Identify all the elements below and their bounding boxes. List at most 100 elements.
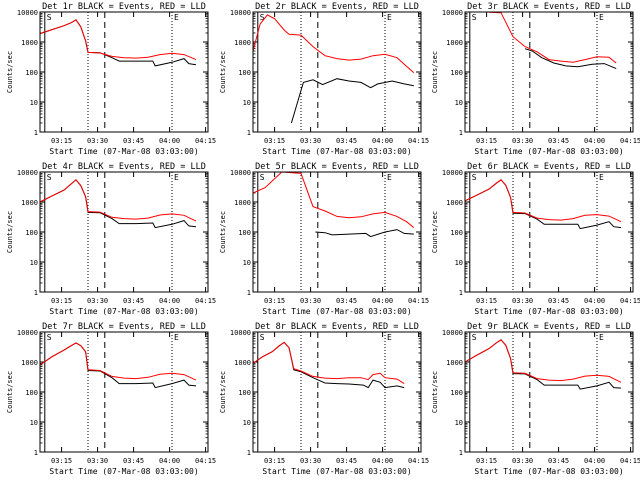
panel-title: Det 6r BLACK = Events, RED = LLD — [467, 162, 631, 172]
y-tick-label: 10000 — [17, 9, 38, 17]
x-tick-label: 03:15 — [476, 457, 497, 465]
y-tick-label: 10 — [243, 99, 251, 107]
x-tick-label: 04:00 — [372, 137, 393, 145]
x-axis-label: Start Time (07-Mar-08 03:03:00) — [262, 467, 411, 476]
end-marker: E — [174, 13, 179, 22]
x-tick-label: 04:15 — [408, 297, 429, 305]
x-axis-label: Start Time (07-Mar-08 03:03:00) — [262, 307, 411, 316]
y-axis-label: Counts/sec — [431, 51, 439, 93]
start-marker: S — [47, 173, 52, 182]
lld-series-line — [252, 171, 415, 228]
y-tick-label: 10 — [30, 419, 38, 427]
panel-det-7: Det 7r BLACK = Events, RED = LLD Counts/s… — [6, 322, 216, 476]
y-tick-label: 10000 — [17, 329, 38, 337]
start-marker: S — [472, 13, 477, 22]
y-tick-label: 10 — [243, 259, 251, 267]
y-tick-label: 1000 — [21, 359, 38, 367]
x-tick-label: 03:45 — [336, 457, 357, 465]
x-tick-label: 03:15 — [476, 137, 497, 145]
panel-det-8: Det 8r BLACK = Events, RED = LLD Counts/s… — [219, 322, 429, 476]
x-tick-label: 03:15 — [264, 297, 285, 305]
x-tick-label: 03:45 — [123, 297, 144, 305]
y-axis-label: Counts/sec — [6, 211, 14, 253]
plot-frame — [464, 331, 634, 453]
y-tick-label: 10000 — [442, 169, 463, 177]
events-series-line — [464, 339, 622, 390]
y-tick-label: 1 — [459, 289, 463, 297]
lld-series-line — [252, 341, 405, 385]
y-tick-label: 10000 — [230, 169, 251, 177]
y-tick-label: 1 — [34, 289, 38, 297]
y-axis-label: Counts/sec — [219, 211, 227, 253]
panel-det-2: Det 2r BLACK = Events, RED = LLD Counts/s… — [219, 2, 429, 156]
y-tick-label: 10000 — [442, 9, 463, 17]
plot-frame — [464, 171, 634, 293]
x-tick-label: 03:15 — [51, 137, 72, 145]
x-tick-label: 04:15 — [195, 457, 216, 465]
panel-det-1: Det 1r BLACK = Events, RED = LLD Counts/s… — [6, 2, 216, 156]
y-tick-label: 1 — [247, 289, 251, 297]
x-tick-label: 04:00 — [372, 297, 393, 305]
end-marker: E — [387, 173, 392, 182]
y-tick-label: 100 — [25, 229, 38, 237]
x-tick-label: 03:30 — [300, 457, 321, 465]
lld-series-line — [252, 14, 415, 74]
lld-series-line — [39, 342, 197, 381]
end-marker: E — [174, 173, 179, 182]
y-tick-label: 10 — [30, 259, 38, 267]
x-tick-label: 04:00 — [584, 297, 605, 305]
lld-series-line — [39, 179, 197, 222]
start-marker: S — [472, 173, 477, 182]
y-axis-label: Counts/sec — [6, 371, 14, 413]
panel-title: Det 4r BLACK = Events, RED = LLD — [42, 162, 206, 172]
x-axis-label: Start Time (07-Mar-08 03:03:00) — [474, 467, 623, 476]
panel-title: Det 7r BLACK = Events, RED = LLD — [42, 322, 206, 332]
y-axis-label: Counts/sec — [219, 51, 227, 93]
lld-series-line — [488, 11, 617, 64]
x-tick-label: 04:15 — [408, 137, 429, 145]
y-tick-label: 1 — [247, 449, 251, 457]
y-tick-label: 1 — [459, 129, 463, 137]
x-tick-label: 03:30 — [87, 137, 108, 145]
lld-series-line — [39, 19, 197, 61]
y-tick-label: 1 — [34, 129, 38, 137]
y-tick-label: 10000 — [442, 329, 463, 337]
x-tick-label: 03:15 — [264, 457, 285, 465]
y-tick-label: 10000 — [17, 169, 38, 177]
panel-title: Det 5r BLACK = Events, RED = LLD — [255, 162, 419, 172]
panel-title: Det 8r BLACK = Events, RED = LLD — [255, 322, 419, 332]
start-marker: S — [260, 173, 265, 182]
x-tick-label: 04:00 — [159, 457, 180, 465]
events-series-line — [39, 179, 197, 229]
start-marker: S — [47, 333, 52, 342]
y-tick-label: 10 — [455, 99, 463, 107]
y-tick-label: 1 — [34, 449, 38, 457]
x-tick-label: 03:45 — [548, 457, 569, 465]
x-tick-label: 04:15 — [620, 297, 640, 305]
y-tick-label: 10000 — [230, 329, 251, 337]
y-axis-label: Counts/sec — [431, 211, 439, 253]
x-tick-label: 04:00 — [372, 457, 393, 465]
x-tick-label: 03:30 — [512, 457, 533, 465]
y-tick-label: 10 — [30, 99, 38, 107]
x-tick-label: 04:00 — [584, 457, 605, 465]
y-tick-label: 10000 — [230, 9, 251, 17]
y-tick-label: 100 — [450, 69, 463, 77]
events-series-line — [39, 342, 197, 389]
y-tick-label: 1000 — [21, 199, 38, 207]
events-series-line — [290, 78, 414, 124]
panel-det-6: Det 6r BLACK = Events, RED = LLD Counts/s… — [431, 162, 640, 316]
start-marker: S — [260, 13, 265, 22]
panel-det-4: Det 4r BLACK = Events, RED = LLD Counts/s… — [6, 162, 216, 316]
x-tick-label: 03:45 — [336, 297, 357, 305]
end-marker: E — [174, 333, 179, 342]
y-tick-label: 100 — [450, 229, 463, 237]
y-axis-label: Counts/sec — [6, 51, 14, 93]
end-marker: E — [599, 333, 604, 342]
x-axis-label: Start Time (07-Mar-08 03:03:00) — [474, 307, 623, 316]
x-axis-label: Start Time (07-Mar-08 03:03:00) — [49, 467, 198, 476]
events-series-line — [315, 229, 414, 238]
y-tick-label: 100 — [238, 389, 251, 397]
y-tick-label: 1000 — [234, 199, 251, 207]
